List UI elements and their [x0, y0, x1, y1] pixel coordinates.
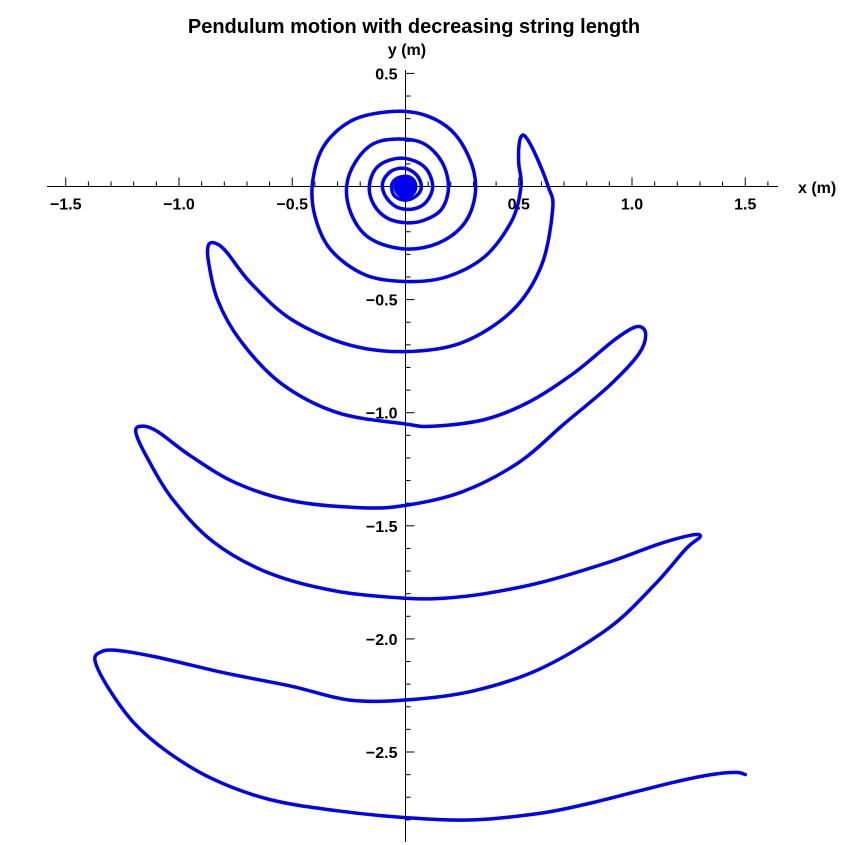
x-tick-label: −0.5 — [276, 197, 308, 214]
y-tick-label: −2.0 — [366, 632, 398, 649]
x-tick-label: −1.0 — [163, 197, 195, 214]
series-layer — [93, 109, 748, 822]
y-tick-label: −0.5 — [366, 293, 398, 310]
y-axis-label: y (m) — [388, 42, 426, 59]
chart-title: Pendulum motion with decreasing string l… — [188, 16, 640, 38]
tick-labels: −1.5 −1.0 −0.5 0.5 1.0 1.50.5−0.5−1.0−1.5−2.0… — [50, 66, 757, 762]
spiral-core — [393, 174, 418, 199]
x-tick-label: −1.5 — [50, 197, 82, 214]
x-tick-label: 1.5 — [734, 197, 756, 214]
trajectory-line — [93, 109, 748, 822]
y-tick-label: −1.5 — [366, 519, 398, 536]
x-axis-label: x (m) — [798, 180, 836, 197]
x-tick-label: 1.0 — [621, 197, 643, 214]
y-tick-label: 0.5 — [375, 66, 397, 83]
y-tick-label: −2.5 — [366, 745, 398, 762]
